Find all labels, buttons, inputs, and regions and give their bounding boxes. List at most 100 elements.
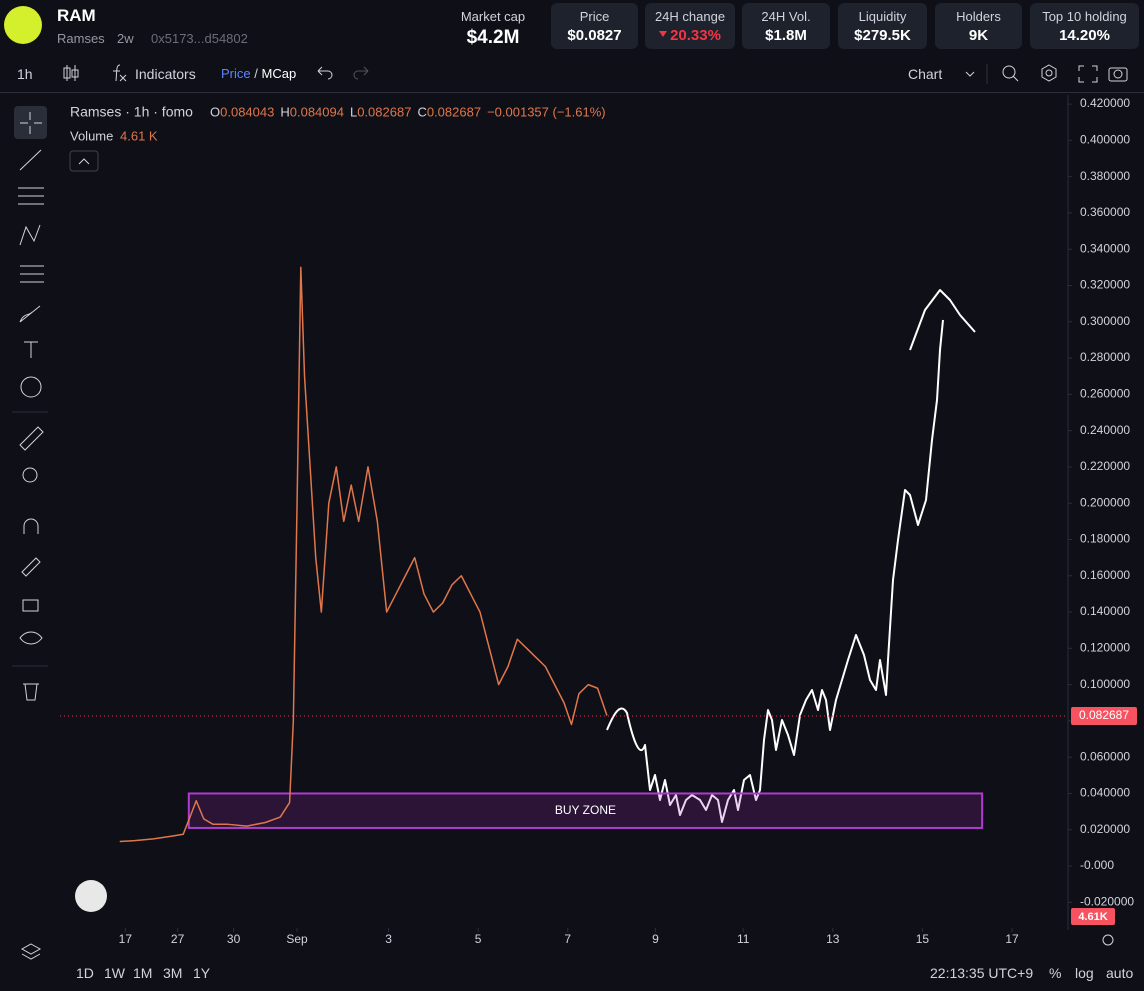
range-button[interactable]: 1W xyxy=(104,965,125,981)
y-tick-label: 0.380000 xyxy=(1080,169,1130,183)
token-age: 2w xyxy=(117,31,134,46)
scale-option[interactable]: auto xyxy=(1106,965,1134,981)
sketch xyxy=(606,319,944,823)
x-tick-label: 17 xyxy=(119,932,133,946)
interval[interactable]: 1h xyxy=(17,66,33,82)
separator: / xyxy=(254,66,258,81)
sketch-arrow xyxy=(909,289,976,351)
stat-label: Top 10 holding xyxy=(1042,9,1127,24)
y-tick-label: 0.420000 xyxy=(1080,96,1130,110)
y-tick-label: 0.040000 xyxy=(1080,786,1130,800)
stat-label: 24H Vol. xyxy=(761,9,811,24)
range-button[interactable]: 1D xyxy=(76,965,94,981)
stat-label: Liquidity xyxy=(858,9,907,24)
stat: Price $0.0827 xyxy=(551,3,638,49)
stat-value: 9K xyxy=(968,27,989,44)
token-address[interactable]: 0x5173...d54802 xyxy=(151,31,248,46)
stat: Holders 9K xyxy=(935,3,1022,49)
scale-option[interactable]: log xyxy=(1075,965,1094,981)
stat: Liquidity $279.5K xyxy=(838,3,927,49)
y-tick-label: 0.360000 xyxy=(1080,205,1130,219)
y-tick-label: 0.260000 xyxy=(1080,387,1130,401)
last-price-label: 0.082687 xyxy=(1079,708,1129,722)
chart-title: Ramses · 1h · fomo xyxy=(70,104,193,120)
volume-badge xyxy=(1071,908,1115,925)
y-tick-label: 0.180000 xyxy=(1080,532,1130,546)
x-tick-label: 15 xyxy=(916,932,930,946)
ohlc-value: 0.082687 xyxy=(357,104,411,119)
stat-value: $0.0827 xyxy=(567,27,622,44)
stat-value: 14.20% xyxy=(1059,27,1110,44)
stat-label: Holders xyxy=(956,9,1001,24)
chart-style[interactable]: Chart xyxy=(908,66,943,82)
y-tick-label: -0.020000 xyxy=(1080,894,1134,908)
mcap[interactable]: MCap xyxy=(261,66,297,81)
x-tick-label: 17 xyxy=(1005,932,1019,946)
top-right-icons[interactable] xyxy=(962,62,1142,86)
y-tick-label: 0.200000 xyxy=(1080,495,1130,509)
stat: Top 10 holding 14.20% xyxy=(1030,3,1139,49)
ohlc-key: O xyxy=(210,104,220,119)
drawing-toolbar[interactable] xyxy=(0,100,60,720)
x-tick-label: 13 xyxy=(826,932,840,946)
x-tick-label: 7 xyxy=(564,932,571,946)
x-tick-label: 5 xyxy=(475,932,482,946)
x-tick-label: 9 xyxy=(652,932,659,946)
ohlc-key: L xyxy=(350,104,357,119)
y-tick-label: 0.060000 xyxy=(1080,749,1130,763)
stat-value: 20.33% xyxy=(645,27,735,44)
y-tick-label: 0.220000 xyxy=(1080,459,1130,473)
change: −0.001357 (−1.61%) xyxy=(487,104,606,119)
tv-logo xyxy=(75,880,107,912)
symbol: RAM xyxy=(57,6,96,25)
volume-label: Volume xyxy=(70,128,113,143)
candle-icon[interactable] xyxy=(60,62,82,84)
buy-zone-label: BUY ZONE xyxy=(555,803,616,817)
price[interactable]: Price xyxy=(221,66,251,81)
y-tick-label: 0.100000 xyxy=(1080,677,1130,691)
indicators[interactable]: Indicators xyxy=(135,66,196,82)
x-tick-label: 27 xyxy=(171,932,185,946)
ohlc-value: 0.082687 xyxy=(427,104,481,119)
clock: 22:13:35 UTC+9 xyxy=(930,965,1034,981)
range-button[interactable]: 1Y xyxy=(193,965,211,981)
y-tick-label: 0.120000 xyxy=(1080,641,1130,655)
stat-label: Market cap xyxy=(460,9,526,24)
y-tick-label: 0.240000 xyxy=(1080,423,1130,437)
divider xyxy=(0,92,1144,93)
token-logo xyxy=(4,6,42,44)
x-tick-label: 30 xyxy=(227,932,241,946)
stat-value: $279.5K xyxy=(854,27,911,44)
collapse-button[interactable] xyxy=(69,150,99,172)
buy-zone xyxy=(187,792,984,829)
ohlc-value: 0.084094 xyxy=(290,104,344,119)
volume-badge-label: 4.61K xyxy=(1078,911,1107,923)
ohlc-key: H xyxy=(280,104,289,119)
y-tick-label: 0.280000 xyxy=(1080,350,1130,364)
y-tick-label: 0.160000 xyxy=(1080,568,1130,582)
stat: 24H change 20.33% xyxy=(645,3,735,49)
x-tick-label: Sep xyxy=(286,932,308,946)
price-toggle[interactable]: Price / MCap xyxy=(221,66,296,81)
y-tick-label: 0.400000 xyxy=(1080,133,1130,147)
stat-label: 24H change xyxy=(654,9,726,24)
stat: 24H Vol. $1.8M xyxy=(742,3,830,49)
price-line xyxy=(119,266,608,843)
y-tick-label: 0.300000 xyxy=(1080,314,1130,328)
fx-icon[interactable] xyxy=(108,62,130,84)
y-tick-label: 0.020000 xyxy=(1080,822,1130,836)
ohlc-value: 0.084043 xyxy=(220,104,274,119)
scale-option[interactable]: % xyxy=(1049,965,1062,981)
x-tick-label: 11 xyxy=(737,932,750,946)
last-price-badge xyxy=(1071,707,1137,726)
stat-label: Price xyxy=(579,9,610,24)
range-button[interactable]: 1M xyxy=(133,965,153,981)
y-tick-label: 0.140000 xyxy=(1080,604,1130,618)
stat-value: $1.8M xyxy=(765,27,807,44)
y-tick-label: 0.320000 xyxy=(1080,278,1130,292)
x-tick-label: 3 xyxy=(385,932,392,946)
undo-redo[interactable] xyxy=(312,62,372,84)
range-button[interactable]: 3M xyxy=(163,965,183,981)
